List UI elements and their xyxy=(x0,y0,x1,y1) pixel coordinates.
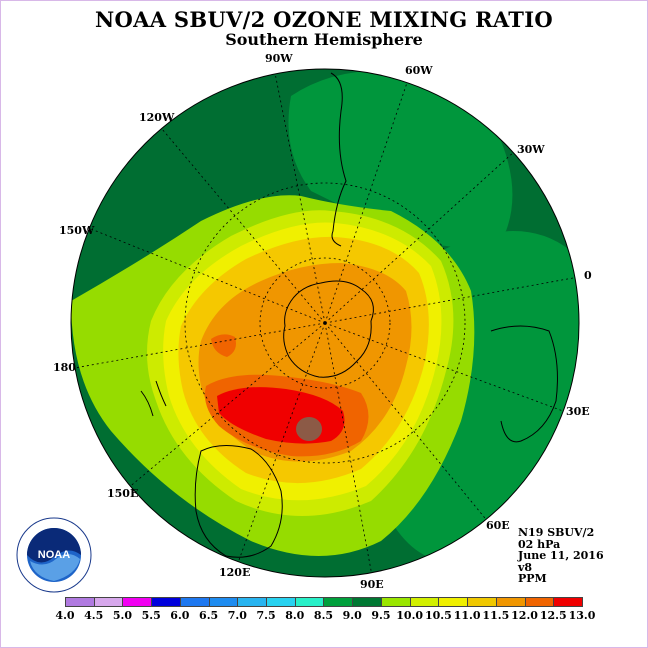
lon-label-60w: 60W xyxy=(405,64,433,77)
contour-max-brown xyxy=(296,417,322,441)
colorbar-swatch xyxy=(122,597,153,607)
colorbar-swatch xyxy=(323,597,354,607)
colorbar xyxy=(65,597,583,607)
colorbar-tick-label: 9.0 xyxy=(342,609,362,622)
colorbar-swatch xyxy=(65,597,95,607)
coastlines xyxy=(140,72,558,558)
colorbar-tick-label: 12.5 xyxy=(539,609,567,622)
colorbar-tick-label: 9.5 xyxy=(371,609,391,622)
lon-label-60e: 60E xyxy=(486,519,510,532)
contour-green-north xyxy=(288,70,513,247)
colorbar-tick-label: 7.0 xyxy=(227,609,247,622)
colorbar-swatch xyxy=(524,597,555,607)
colorbar-swatch xyxy=(495,597,526,607)
colorbar-tick-label: 7.5 xyxy=(256,609,276,622)
africa-coast xyxy=(490,325,558,443)
lon-label-150e: 150E xyxy=(107,487,139,500)
date-text: June 11, 2016 xyxy=(518,549,604,562)
colorbar-tick-label: 13.0 xyxy=(568,609,596,622)
lon-label-120e: 120E xyxy=(219,566,251,579)
colorbar-swatch xyxy=(93,597,124,607)
colorbar-tick-label: 5.5 xyxy=(141,609,161,622)
colorbar-tick-label: 11.0 xyxy=(453,609,481,622)
colorbar-swatch xyxy=(179,597,210,607)
lon-label-120w: 120W xyxy=(139,111,175,124)
colorbar-tick-label: 4.0 xyxy=(55,609,75,622)
noaa-logo: NOAA xyxy=(16,517,92,593)
colorbar-tick-label: 10.5 xyxy=(424,609,452,622)
lon-label-90e: 90E xyxy=(360,578,384,591)
colorbar-tick-label: 6.0 xyxy=(170,609,190,622)
colorbar-swatch xyxy=(467,597,497,607)
colorbar-tick-label: 8.0 xyxy=(285,609,305,622)
map-subtitle: Southern Hemisphere xyxy=(225,30,423,49)
colorbar-swatch xyxy=(352,597,382,607)
colorbar-tick-label: 8.5 xyxy=(313,609,334,622)
antarctica-coast xyxy=(283,280,374,378)
colorbar-swatch xyxy=(151,597,181,607)
colorbar-tick-label: 11.5 xyxy=(482,609,510,622)
australia-coast xyxy=(194,445,283,558)
logo-text: NOAA xyxy=(38,549,70,561)
colorbar-swatch xyxy=(266,597,296,607)
colorbar-tick-label: 4.5 xyxy=(84,609,104,622)
colorbar-tick-label: 10.0 xyxy=(396,609,424,622)
south-america-coast xyxy=(330,72,347,247)
map-title: NOAA SBUV/2 OZONE MIXING RATIO xyxy=(95,7,553,32)
version-text: v8 xyxy=(518,560,533,574)
graticule xyxy=(71,69,579,577)
pressure-level-text: 02 hPa xyxy=(518,537,561,551)
colorbar-tick-label: 5.0 xyxy=(112,609,133,622)
lon-label-150w: 150W xyxy=(59,224,95,237)
lon-label-90w: 90W xyxy=(265,52,293,65)
colorbar-tick-label: 6.5 xyxy=(199,609,219,622)
colorbar-swatch xyxy=(380,597,411,607)
map-boundary xyxy=(70,68,580,578)
colorbar-swatch xyxy=(438,597,469,607)
lon-label-0: 0 xyxy=(584,269,592,282)
satellite-text: N19 SBUV/2 xyxy=(518,526,595,539)
colorbar-swatch xyxy=(237,597,268,607)
lon-label-30w: 30W xyxy=(517,143,545,156)
colorbar-swatch xyxy=(409,597,440,607)
colorbar-swatch xyxy=(294,597,325,607)
lon-label-30e: 30E xyxy=(566,405,590,418)
info-block: N19 SBUV/2 02 hPa June 11, 2016 v8 PPM xyxy=(518,527,604,585)
colorbar-swatch xyxy=(208,597,239,607)
colorbar-tick-label: 12.0 xyxy=(511,609,538,622)
new-zealand-coast xyxy=(140,380,167,417)
lon-label-180: 180 xyxy=(53,361,76,374)
units-text: PPM xyxy=(518,572,547,585)
colorbar-swatch xyxy=(553,597,583,607)
